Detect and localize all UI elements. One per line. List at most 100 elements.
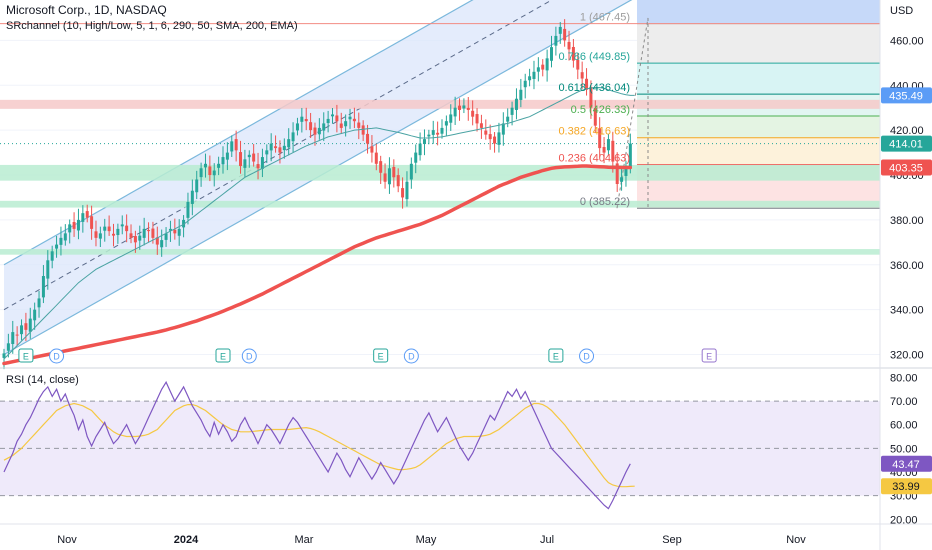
fib-label: 0.786 (449.85) xyxy=(558,51,630,63)
candle xyxy=(396,175,400,187)
candle xyxy=(304,119,308,122)
candle xyxy=(147,230,151,232)
dividend-marker-label: D xyxy=(246,352,253,362)
candle xyxy=(85,211,89,218)
candle xyxy=(532,71,536,79)
time-tick-label: Nov xyxy=(786,534,806,546)
dividend-marker-label: D xyxy=(583,352,590,362)
candle xyxy=(401,188,405,198)
dividend-marker xyxy=(579,348,595,364)
candle xyxy=(68,224,72,233)
candle xyxy=(431,130,435,135)
candle xyxy=(129,233,133,238)
candle xyxy=(46,260,50,279)
earnings-marker-label: E xyxy=(378,352,384,362)
fib-label: 0 (385.22) xyxy=(580,196,630,208)
candle xyxy=(81,213,85,222)
earnings-marker xyxy=(701,348,717,363)
earnings-marker-label: E xyxy=(23,352,29,362)
candle xyxy=(497,132,501,145)
candle xyxy=(72,222,76,229)
candle xyxy=(589,87,593,108)
candle xyxy=(98,233,102,239)
candle xyxy=(514,98,518,110)
candle xyxy=(326,118,330,124)
candle xyxy=(418,143,422,156)
candle xyxy=(177,228,181,236)
chart-title[interactable]: Microsoft Corp., 1D, NASDAQ xyxy=(6,3,167,17)
candle xyxy=(173,229,177,234)
candle xyxy=(155,237,159,245)
candle xyxy=(501,123,505,135)
earnings-marker-label: E xyxy=(706,352,712,362)
candle xyxy=(567,41,571,50)
candle xyxy=(379,161,383,173)
candle xyxy=(190,190,194,204)
candle xyxy=(11,332,15,345)
fib-label: 1 (467.45) xyxy=(580,12,630,24)
candle xyxy=(335,115,339,122)
candle xyxy=(313,127,317,135)
candle xyxy=(550,47,553,61)
candle xyxy=(295,123,299,131)
candle xyxy=(186,201,190,218)
fib-label: 0.382 (416.63) xyxy=(558,126,630,138)
ema200-line xyxy=(2,164,633,366)
price-label-box xyxy=(881,159,932,176)
candle xyxy=(436,132,440,135)
rsi-tick-label: 50.00 xyxy=(890,443,918,455)
time-tick-label: May xyxy=(416,534,437,546)
dividend-marker-label: D xyxy=(53,352,60,362)
candle xyxy=(208,166,212,176)
support-zone xyxy=(0,249,880,255)
fib-zone xyxy=(637,23,880,64)
candle xyxy=(291,132,295,142)
price-tick-label: 340.00 xyxy=(890,305,924,317)
candle xyxy=(405,181,409,200)
candle xyxy=(76,219,80,231)
candle xyxy=(212,170,216,176)
rsi-title[interactable]: RSI (14, close) xyxy=(6,374,79,386)
candle xyxy=(361,125,365,135)
candle xyxy=(309,122,313,131)
candle xyxy=(138,235,142,241)
time-tick-label: Nov xyxy=(57,534,77,546)
candle xyxy=(160,240,164,248)
candle xyxy=(453,107,457,117)
candle xyxy=(598,128,602,149)
candle xyxy=(20,325,24,335)
candle xyxy=(133,236,137,243)
candle xyxy=(585,78,589,90)
rsi-line xyxy=(3,380,631,510)
candle xyxy=(510,107,514,115)
candle xyxy=(606,139,610,151)
candle xyxy=(247,154,251,158)
price-tick-label: 320.00 xyxy=(890,350,924,362)
indicator-label[interactable]: SRchannel (10, High/Low, 5, 1, 6, 290, 5… xyxy=(6,20,298,32)
candle xyxy=(6,343,10,351)
candle xyxy=(479,123,483,128)
time-tick-label: Mar xyxy=(295,534,314,546)
candle xyxy=(528,76,532,81)
candle xyxy=(427,134,431,137)
candle xyxy=(256,164,260,169)
candle xyxy=(493,136,497,144)
rsi-ma-line xyxy=(3,402,635,488)
rsi-tick-label: 20.00 xyxy=(890,514,918,526)
currency-label[interactable]: USD xyxy=(890,5,914,17)
candle xyxy=(554,35,558,46)
candle xyxy=(593,108,597,126)
candle xyxy=(580,72,584,79)
candle xyxy=(112,233,115,236)
price-tick-label: 420.00 xyxy=(890,125,924,137)
candle xyxy=(90,216,94,229)
candle xyxy=(571,46,575,61)
fib-zone xyxy=(637,137,880,165)
candle xyxy=(536,67,540,72)
candle xyxy=(558,26,562,34)
candle xyxy=(348,116,352,120)
candle xyxy=(620,177,624,182)
candle xyxy=(103,226,107,231)
